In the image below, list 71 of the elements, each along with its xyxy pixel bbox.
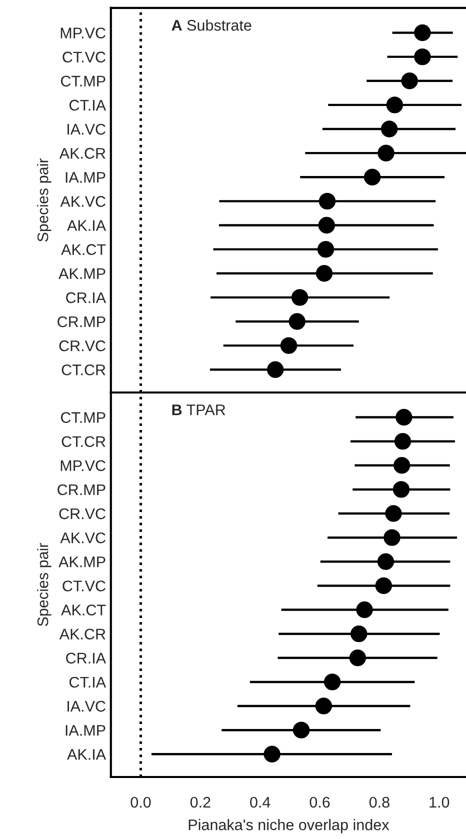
point [377,553,394,570]
point [288,313,306,330]
y-tick-label: AK.VC [60,532,106,544]
point [350,625,368,642]
y-tick-label: IA.MP [66,725,106,736]
point [317,240,334,258]
y-tick-label: IA.VC [68,700,106,712]
x-tick-label: 0.4 [250,796,270,808]
point [378,144,394,162]
y-tick-label: MP.VC [60,460,106,472]
y-tick-label: CR.IA [66,652,106,664]
point [384,529,400,546]
y-tick-label: MP.VC [60,28,106,38]
y-tick-label: CT.VC [62,52,106,63]
point [396,408,412,426]
point [318,216,335,234]
point [264,746,280,762]
point [349,650,366,666]
text: A Substrate [172,20,252,31]
point [385,505,402,522]
x-tick-label: 0.2 [190,796,210,808]
x-tick-label: 1.0 [430,796,450,808]
point [394,432,412,450]
point [375,577,392,594]
y-tick-label: AK.CR [59,148,106,159]
y-tick-label: CT.MP [60,412,106,423]
point [380,120,398,138]
point [318,192,336,210]
point [291,289,308,306]
y-tick-label: CR.MP [58,316,106,328]
y-tick-label: AK.CT [61,604,106,616]
y-tick-label: CT.VC [62,580,106,592]
point [394,457,410,474]
point [266,361,284,378]
point [392,481,410,498]
text: B TPAR [172,404,226,416]
point [292,722,310,738]
y-tick-label: CR.IA [66,292,106,304]
x-tick-label: 0.8 [369,796,390,808]
y-tick-label: AK.MP [58,268,106,279]
y-tick-label: CT.CR [62,364,106,376]
point [414,24,431,42]
x-tick-label: 0.0 [130,796,151,808]
y-tick-label: CR.MP [58,484,106,496]
y-tick-label: AK.VC [60,196,106,207]
y-tick-label: CR.VC [59,508,106,520]
y-axis-title: Species pair [37,542,52,626]
point [414,48,431,66]
x-axis-title: Pianaka's niche overlap index [188,819,390,834]
point [316,265,333,282]
y-axis-title: Species pair [37,158,52,242]
point [364,168,381,186]
point [280,337,298,354]
y-tick-label: AK.CR [59,628,106,640]
y-tick-label: AK.MP [58,556,106,568]
point [386,96,404,114]
y-tick-label: IA.MP [66,172,106,183]
y-tick-label: CT.IA [69,100,106,111]
y-tick-label: CR.VC [59,340,106,352]
x-tick-label: 0.6 [310,796,330,808]
point [315,698,332,714]
y-tick-label: CT.MP [60,76,106,87]
y-tick-label: IA.VC [68,124,106,135]
y-tick-label: CT.CR [62,436,106,448]
point [356,601,373,618]
point [401,72,418,90]
y-tick-label: AK.CT [61,244,106,255]
y-tick-label: CT.IA [69,676,106,688]
y-tick-label: AK.IA [67,220,106,231]
point [324,674,341,690]
y-tick-label: AK.IA [67,749,106,760]
